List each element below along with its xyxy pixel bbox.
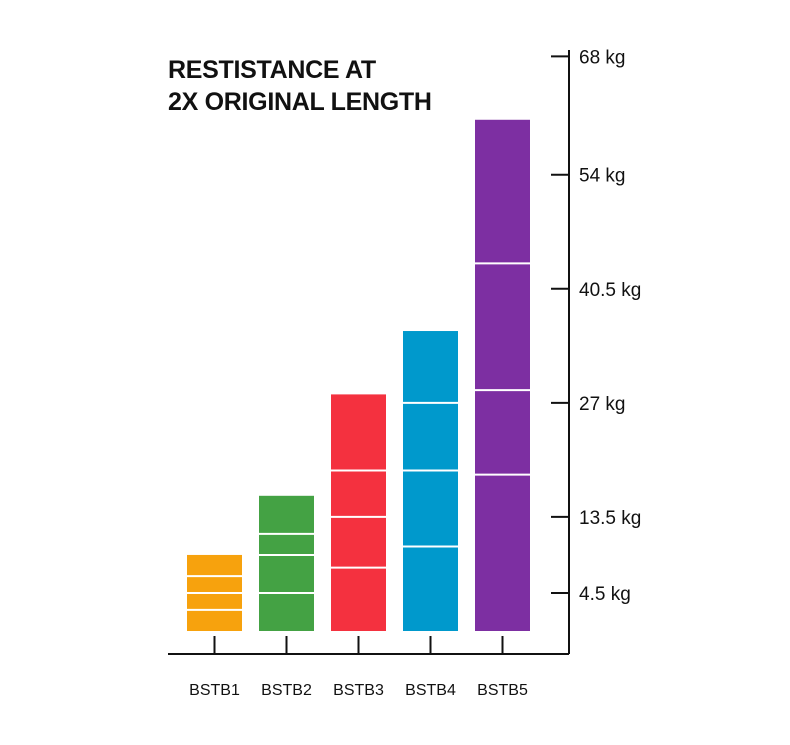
y-tick-label: 54 kg	[579, 166, 625, 187]
x-tick-label: BSTB2	[261, 682, 312, 699]
bar-bstb4	[403, 331, 458, 631]
bar-bstb5	[475, 119, 530, 632]
x-tick-label: BSTB5	[477, 682, 528, 699]
bar-bstb3	[331, 394, 386, 631]
y-tick-label: 27 kg	[579, 394, 625, 415]
x-tick-label: BSTB4	[405, 682, 456, 699]
y-tick-label: 13.5 kg	[579, 508, 641, 529]
y-tick-label: 40.5 kg	[579, 280, 641, 301]
x-tick-label: BSTB3	[333, 682, 384, 699]
chart-title-line-1: RESTISTANCE AT	[168, 56, 376, 84]
bar-bstb2	[259, 495, 314, 631]
chart-title-line-2: 2X ORIGINAL LENGTH	[168, 88, 432, 116]
y-tick-label: 4.5 kg	[579, 584, 631, 605]
y-tick-label: 68 kg	[579, 47, 625, 68]
x-tick-label: BSTB1	[189, 682, 240, 699]
